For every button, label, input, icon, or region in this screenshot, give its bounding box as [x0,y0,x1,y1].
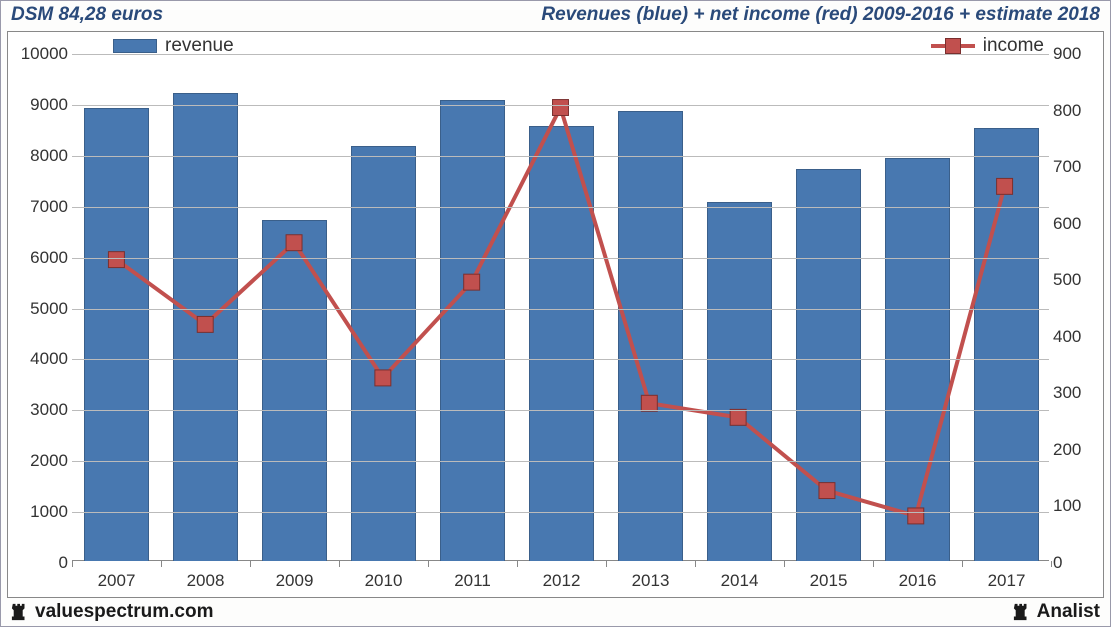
grid-line [72,359,1049,360]
x-tick [962,561,963,567]
x-tick [339,561,340,567]
y-left-tick-label: 0 [14,554,68,571]
footer-brand-left: valuespectrum.com [11,601,213,623]
y-right-tick-label: 500 [1053,271,1099,288]
plot-region [72,54,1049,561]
x-tick [1051,561,1052,567]
y-right-tick-label: 400 [1053,328,1099,345]
legend-income-label: income [983,35,1044,57]
footer-brand-right: Analist [1013,601,1100,623]
income-marker [641,395,657,411]
y-left-tick-label: 7000 [14,198,68,215]
rook-icon [11,602,29,622]
x-tick-label: 2011 [454,571,491,591]
x-tick [72,561,73,567]
footer-text-left: valuespectrum.com [35,601,213,623]
legend-revenue-label: revenue [165,35,234,57]
x-tick [161,561,162,567]
legend-revenue: revenue [113,35,234,57]
grid-line [72,207,1049,208]
income-marker [108,252,124,268]
y-right-tick-label: 900 [1053,45,1099,62]
y-right-tick-label: 0 [1053,554,1099,571]
income-line [116,108,1004,516]
y-left-tick-label: 2000 [14,452,68,469]
income-marker [908,508,924,524]
x-tick-label: 2016 [899,571,937,591]
x-tick-label: 2007 [98,571,136,591]
x-tick-label: 2010 [365,571,403,591]
y-left-tick-label: 1000 [14,503,68,520]
x-tick-label: 2014 [721,571,759,591]
chart-footer: valuespectrum.com Analist [1,600,1110,626]
grid-line [72,258,1049,259]
income-marker [464,274,480,290]
x-tick-label: 2015 [810,571,848,591]
y-left-tick-label: 8000 [14,147,68,164]
income-marker [730,409,746,425]
income-marker [197,316,213,332]
x-tick [517,561,518,567]
grid-line [72,512,1049,513]
income-marker [819,483,835,499]
income-marker [375,370,391,386]
x-tick-label: 2008 [187,571,225,591]
grid-line [72,309,1049,310]
x-tick-label: 2013 [632,571,670,591]
y-right-tick-label: 700 [1053,158,1099,175]
x-tick-label: 2009 [276,571,314,591]
grid-line [72,156,1049,157]
x-tick-label: 2012 [543,571,581,591]
y-left-tick-label: 4000 [14,350,68,367]
x-tick [250,561,251,567]
line-series-layer [72,54,1049,561]
y-left-tick-label: 10000 [14,45,68,62]
y-left-tick-label: 9000 [14,96,68,113]
header-title-right: Revenues (blue) + net income (red) 2009-… [541,4,1100,26]
y-right-tick-label: 100 [1053,497,1099,514]
chart-header: DSM 84,28 euros Revenues (blue) + net in… [1,1,1110,27]
legend-income-swatch [931,36,975,56]
x-tick [784,561,785,567]
x-tick [428,561,429,567]
grid-line [72,105,1049,106]
y-right-tick-label: 300 [1053,384,1099,401]
grid-line [72,461,1049,462]
legend-revenue-swatch [113,39,157,53]
income-marker [286,235,302,251]
header-title-left: DSM 84,28 euros [11,4,163,26]
y-left-tick-label: 3000 [14,401,68,418]
x-tick [695,561,696,567]
income-marker [553,100,569,116]
legend-income: income [931,35,1044,57]
x-tick-label: 2017 [988,571,1026,591]
chart-area: 0100020003000400050006000700080009000100… [7,31,1104,598]
y-right-tick-label: 200 [1053,441,1099,458]
footer-text-right: Analist [1037,601,1100,623]
y-left-tick-label: 6000 [14,249,68,266]
y-right-tick-label: 600 [1053,215,1099,232]
grid-line [72,410,1049,411]
x-tick [606,561,607,567]
income-marker [997,178,1013,194]
y-left-tick-label: 5000 [14,300,68,317]
x-tick [873,561,874,567]
y-right-tick-label: 800 [1053,102,1099,119]
rook-icon [1013,602,1031,622]
